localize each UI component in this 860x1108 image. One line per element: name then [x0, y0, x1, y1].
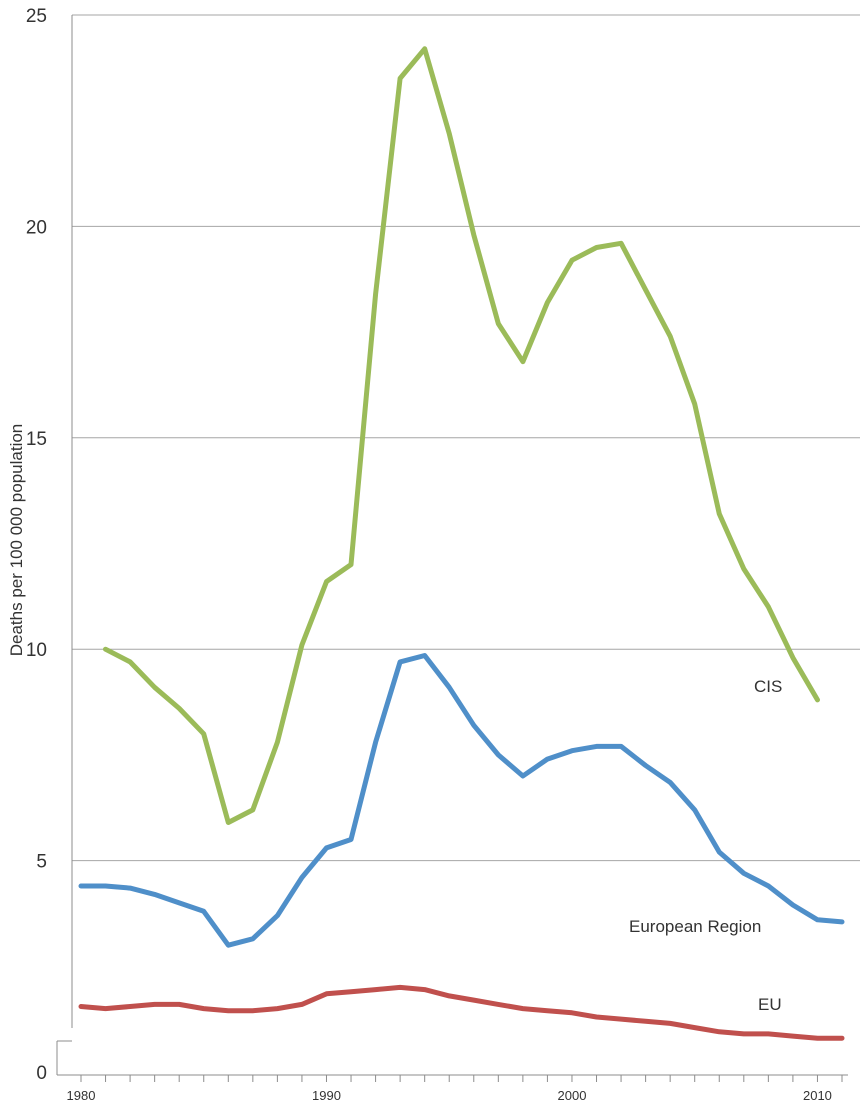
x-tick-label: 1990 — [312, 1088, 341, 1103]
y-tick-label: 5 — [36, 852, 47, 873]
gridlines — [72, 14, 860, 862]
y-tick-label: 20 — [26, 217, 47, 238]
series-label-cis: CIS — [754, 677, 782, 696]
x-tick-label: 1980 — [67, 1088, 96, 1103]
y-tick-labels: 0 5 10 15 20 25 — [26, 6, 47, 1084]
series-line-eu — [78, 984, 845, 1041]
axes — [56, 15, 848, 1082]
y-tick-label: 10 — [26, 640, 47, 661]
y-tick-label: 0 — [36, 1063, 47, 1084]
series-labels: CIS European Region EU — [629, 677, 782, 1014]
series-line-european-region — [78, 653, 845, 948]
x-tick-label: 2010 — [803, 1088, 832, 1103]
y-axis-label: Deaths per 100 000 population — [7, 424, 26, 657]
series-lines — [78, 46, 845, 1041]
series-label-european-region: European Region — [629, 917, 761, 936]
series-line-cis — [103, 46, 820, 825]
y-tick-label: 15 — [26, 429, 47, 450]
y-tick-label: 25 — [26, 6, 47, 27]
series-label-eu: EU — [758, 995, 782, 1014]
x-tick-labels: 1980 1990 2000 2010 — [67, 1088, 832, 1103]
x-tick-label: 2000 — [558, 1088, 587, 1103]
